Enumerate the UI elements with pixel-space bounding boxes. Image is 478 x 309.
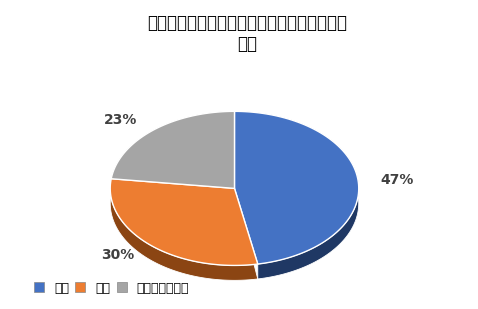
- Polygon shape: [110, 179, 258, 280]
- Polygon shape: [235, 111, 358, 264]
- Polygon shape: [111, 111, 235, 194]
- Text: 23%: 23%: [104, 113, 138, 127]
- Text: 47%: 47%: [380, 173, 414, 187]
- Polygon shape: [235, 111, 358, 279]
- Legend: 満足, 不満, どちらでもない: 満足, 不満, どちらでもない: [29, 277, 194, 299]
- Polygon shape: [111, 111, 235, 188]
- Text: 30%: 30%: [101, 248, 134, 262]
- Text: ムーヴキャンバスの運転＆走行性能の満足度
調査: ムーヴキャンバスの運転＆走行性能の満足度 調査: [147, 15, 347, 53]
- Polygon shape: [110, 179, 258, 265]
